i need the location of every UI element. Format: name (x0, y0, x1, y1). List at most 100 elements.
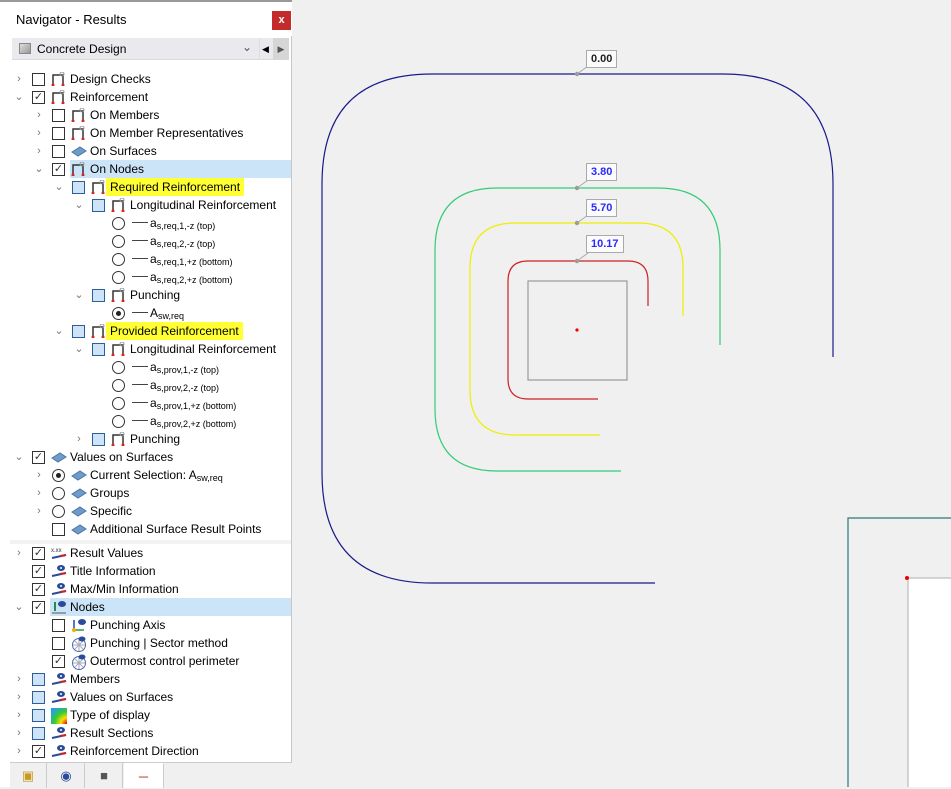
checkbox[interactable] (32, 691, 45, 704)
tree-item[interactable]: Punching Axis (0, 616, 291, 634)
tree-item[interactable]: ⌄ ✓ Reinforcement (0, 88, 291, 106)
tree-item[interactable]: ⌄ ✓ On Nodes (34, 160, 291, 178)
chevron-right-icon[interactable]: › (17, 73, 21, 85)
chevron-right-icon[interactable]: › (17, 727, 21, 739)
tree-item[interactable]: ⌄ ✓ Values on Surfaces (0, 448, 291, 466)
chevron-right-icon[interactable]: › (37, 487, 41, 499)
checkbox[interactable]: ✓ (32, 451, 45, 464)
tree-item[interactable]: ⌄ Required Reinforcement (0, 178, 291, 196)
tree-item[interactable]: ✓ Title Information (0, 562, 291, 580)
tree-item[interactable]: as,req,2,+z (bottom) (0, 268, 291, 286)
checkbox[interactable]: ✓ (32, 91, 45, 104)
checkbox[interactable] (52, 145, 65, 158)
checkbox[interactable]: ✓ (32, 583, 45, 596)
tree-item[interactable]: as,prov,2,-z (top) (0, 376, 291, 394)
tree-item[interactable]: ⌄ ✓ Nodes (14, 598, 291, 616)
chevron-right-icon[interactable]: › (37, 145, 41, 157)
tree-item[interactable]: ⌄ Longitudinal Reinforcement (0, 340, 291, 358)
radio-button[interactable] (112, 217, 125, 230)
checkbox[interactable] (32, 727, 45, 740)
radio-button[interactable] (112, 307, 125, 320)
checkbox[interactable] (92, 199, 105, 212)
checkbox[interactable] (32, 709, 45, 722)
checkbox[interactable] (72, 181, 85, 194)
chevron-down-icon[interactable]: ⌄ (14, 601, 24, 613)
radio-button[interactable] (52, 469, 65, 482)
checkbox[interactable] (52, 109, 65, 122)
tree-item[interactable]: › Groups (0, 484, 291, 502)
chevron-right-icon[interactable]: › (17, 691, 21, 703)
tree-item[interactable]: ✓ Outermost control perimeter (0, 652, 291, 670)
chevron-right-icon[interactable]: › (17, 547, 21, 559)
tab-results[interactable]: ─ (124, 763, 164, 788)
chevron-right-icon[interactable]: › (37, 127, 41, 139)
checkbox[interactable] (52, 619, 65, 632)
chevron-down-icon[interactable]: ⌄ (14, 451, 24, 463)
chevron-right-icon[interactable]: › (37, 469, 41, 481)
close-button[interactable]: x (272, 11, 291, 30)
chevron-right-icon[interactable]: › (17, 745, 21, 757)
radio-button[interactable] (112, 379, 125, 392)
module-select[interactable]: Concrete Design ⌄ ◀ ▶ (12, 38, 289, 60)
checkbox[interactable]: ✓ (52, 655, 65, 668)
checkbox[interactable] (92, 289, 105, 302)
radio-button[interactable] (112, 271, 125, 284)
chevron-down-icon[interactable]: ⌄ (54, 325, 64, 337)
checkbox[interactable]: ✓ (52, 163, 65, 176)
checkbox[interactable] (92, 433, 105, 446)
checkbox[interactable]: ✓ (32, 745, 45, 758)
chevron-down-icon[interactable]: ⌄ (74, 289, 84, 301)
checkbox[interactable] (32, 673, 45, 686)
prev-button[interactable]: ◀ (259, 38, 271, 60)
tree-item[interactable]: › On Surfaces (0, 142, 291, 160)
radio-button[interactable] (52, 487, 65, 500)
checkbox[interactable] (72, 325, 85, 338)
checkbox[interactable]: ✓ (32, 547, 45, 560)
chevron-down-icon[interactable]: ⌄ (14, 91, 24, 103)
tree-item[interactable]: Additional Surface Result Points (0, 520, 291, 538)
tree-item[interactable]: as,req,2,-z (top) (0, 232, 291, 250)
checkbox[interactable] (52, 127, 65, 140)
tree-item[interactable]: › On Member Representatives (0, 124, 291, 142)
radio-button[interactable] (112, 361, 125, 374)
checkbox[interactable] (52, 637, 65, 650)
radio-button[interactable] (52, 505, 65, 518)
tree-item[interactable]: › On Members (0, 106, 291, 124)
chevron-right-icon[interactable]: › (17, 673, 21, 685)
tree-item[interactable]: Asw,req (0, 304, 291, 322)
tree-item[interactable]: › Values on Surfaces (0, 688, 291, 706)
checkbox[interactable] (52, 523, 65, 536)
tree-item[interactable]: › Current Selection: Asw,req (0, 466, 291, 484)
chevron-down-icon[interactable]: ⌄ (74, 199, 84, 211)
checkbox[interactable]: ✓ (32, 601, 45, 614)
chevron-down-icon[interactable]: ⌄ (34, 163, 44, 175)
next-button[interactable]: ▶ (273, 38, 289, 60)
tree-item[interactable]: › Type of display (0, 706, 291, 724)
tree-item[interactable]: › ✓ Reinforcement Direction (0, 742, 291, 760)
model-viewport[interactable]: 0.00 3.80 5.70 10.17 (293, 0, 951, 787)
tree-item[interactable]: › Result Sections (0, 724, 291, 742)
chevron-right-icon[interactable]: › (37, 505, 41, 517)
tree-item[interactable]: as,req,1,+z (bottom) (0, 250, 291, 268)
tab-data[interactable]: ▣ (10, 763, 47, 788)
chevron-down-icon[interactable]: ⌄ (74, 343, 84, 355)
tree-item[interactable]: › Design Checks (0, 70, 291, 88)
tree-item[interactable]: › Punching (0, 430, 291, 448)
tree-item[interactable]: › ✓ x.xx Result Values (0, 544, 291, 562)
chevron-down-icon[interactable]: ⌄ (54, 181, 64, 193)
radio-button[interactable] (112, 253, 125, 266)
chevron-down-icon[interactable]: ⌄ (242, 40, 253, 54)
tree-item[interactable]: Punching | Sector method (0, 634, 291, 652)
chevron-right-icon[interactable]: › (77, 433, 81, 445)
tree-item[interactable]: ⌄ Longitudinal Reinforcement (0, 196, 291, 214)
tree-item[interactable]: as,prov,2,+z (bottom) (0, 412, 291, 430)
viewport-canvas[interactable] (293, 0, 951, 787)
tree-item[interactable]: as,prov,1,+z (bottom) (0, 394, 291, 412)
tree-item[interactable]: ✓ Max/Min Information (0, 580, 291, 598)
checkbox[interactable] (32, 73, 45, 86)
radio-button[interactable] (112, 397, 125, 410)
tab-display[interactable]: ◉ (48, 763, 85, 788)
tree-item[interactable]: as,prov,1,-z (top) (0, 358, 291, 376)
chevron-right-icon[interactable]: › (17, 709, 21, 721)
tab-views[interactable]: ■ (86, 763, 123, 788)
